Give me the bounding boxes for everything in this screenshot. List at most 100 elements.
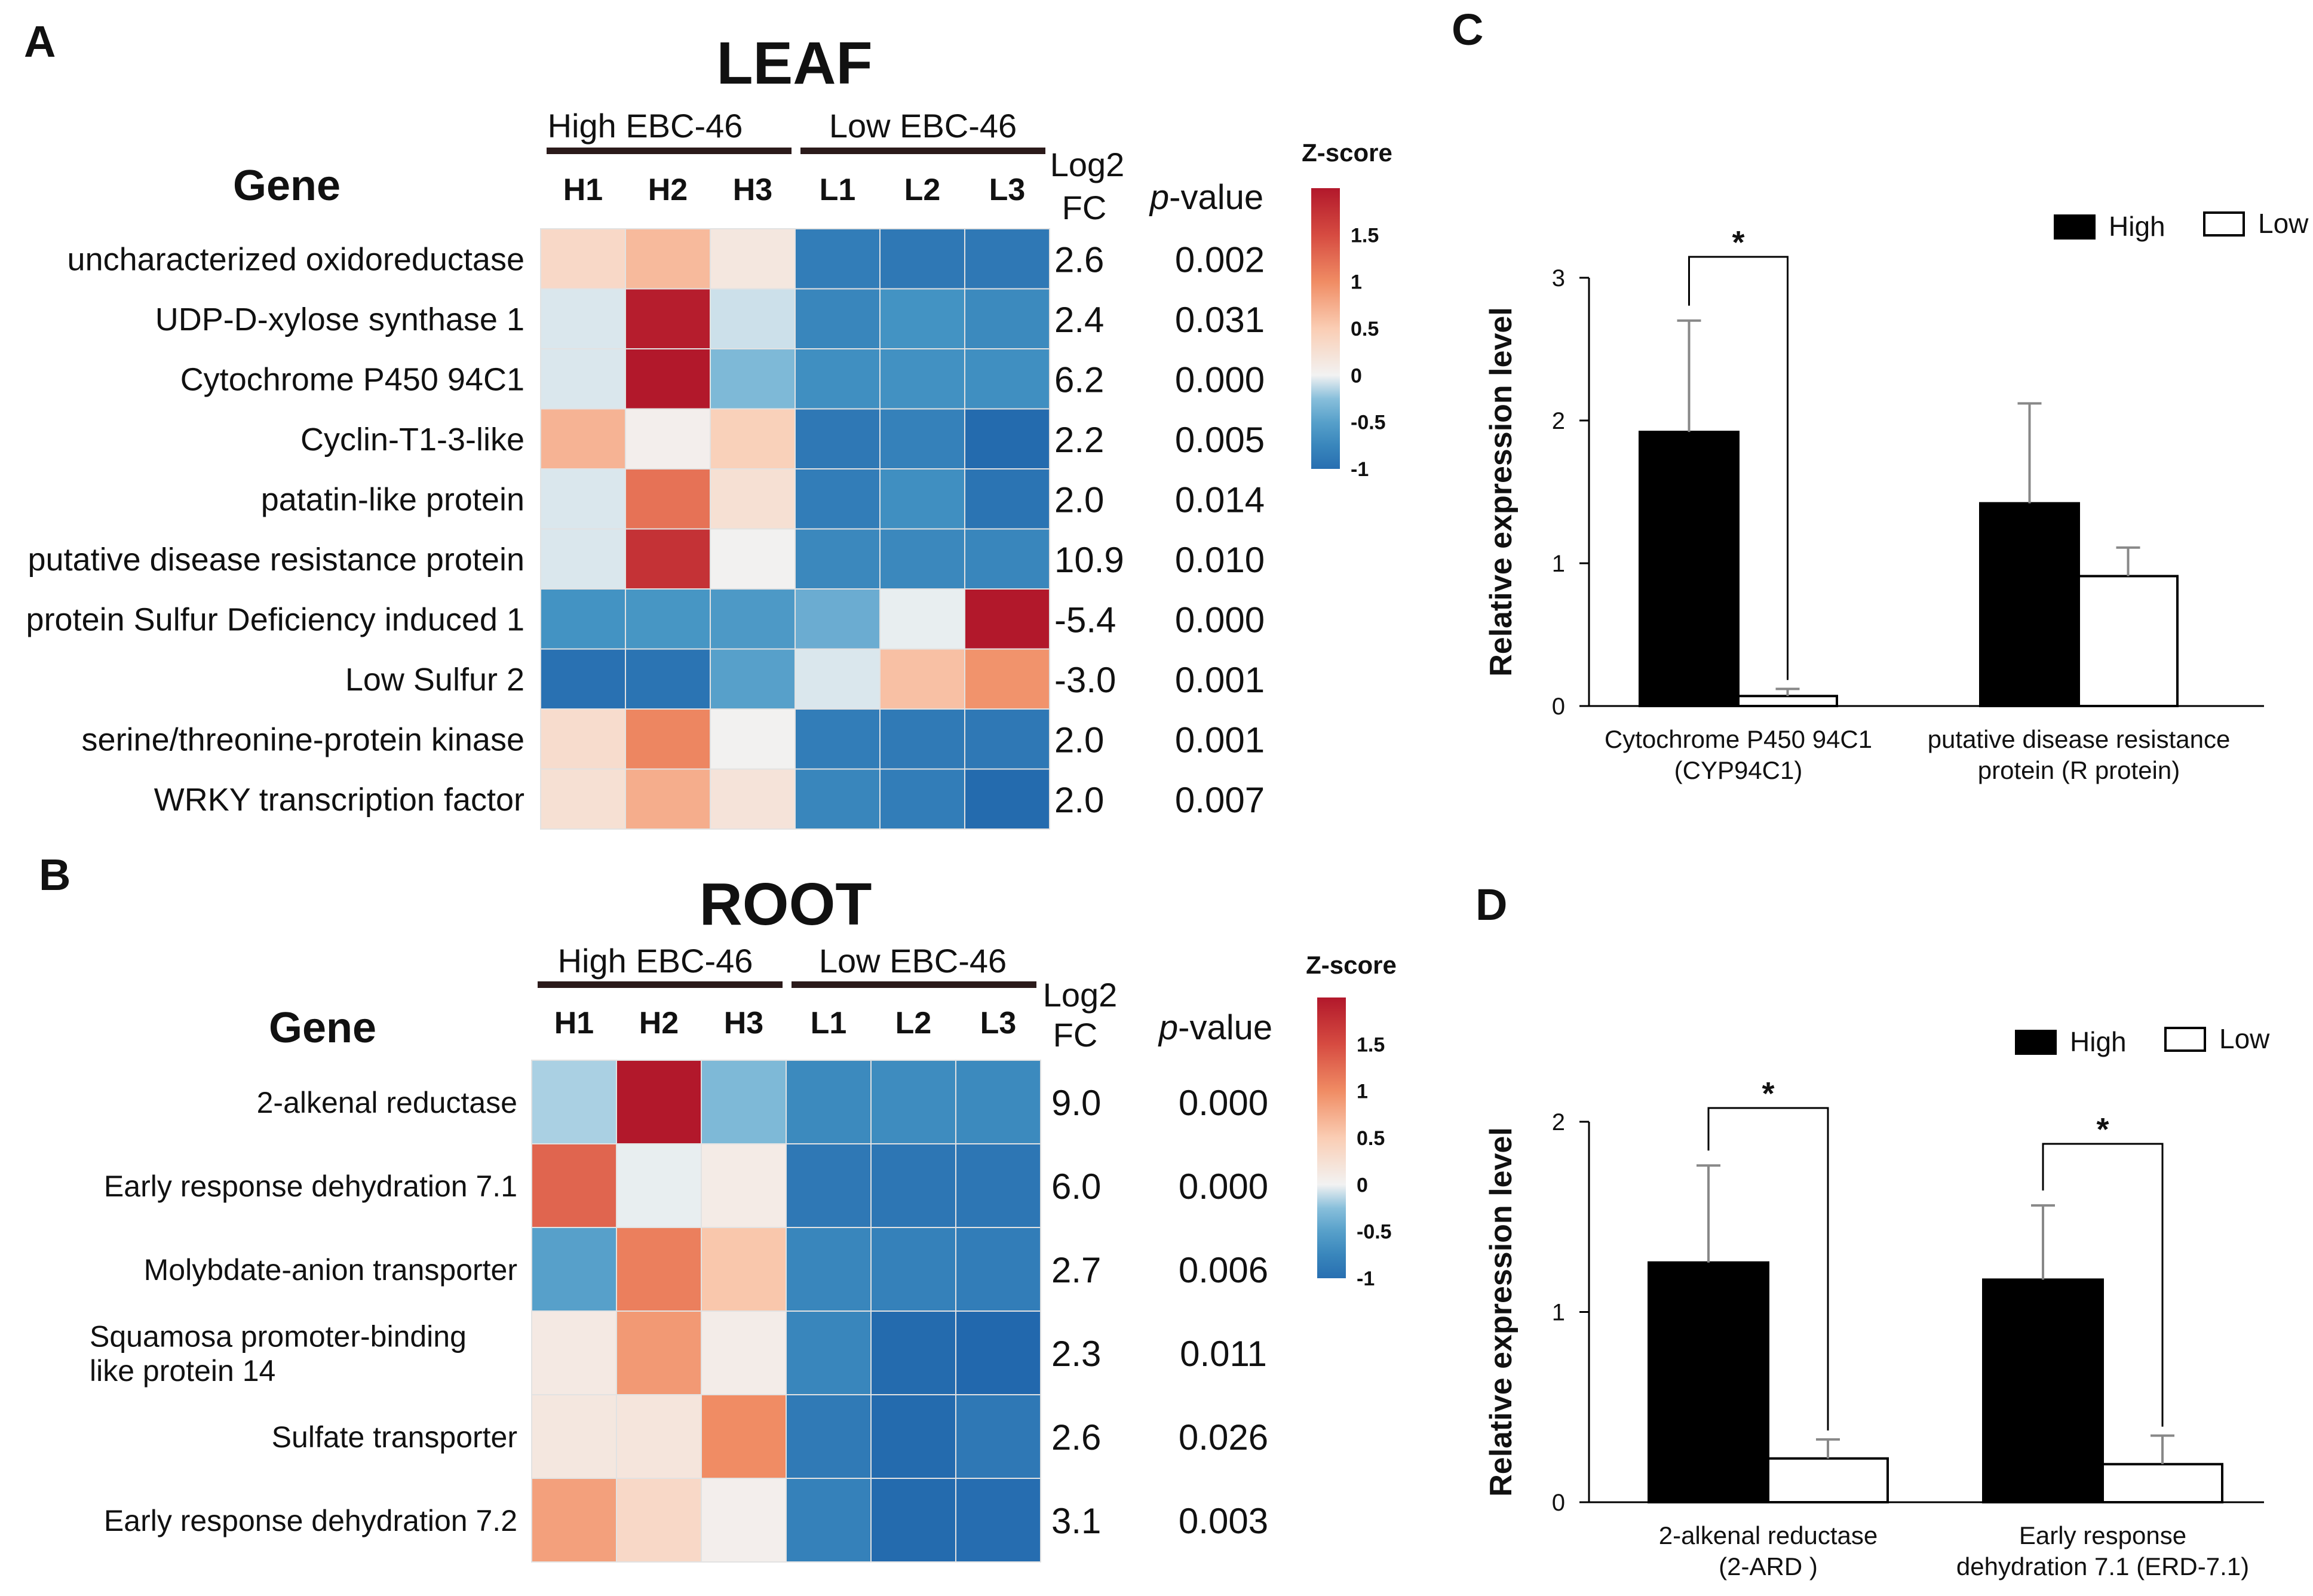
heatmap-cell-leaf-r2-c2 xyxy=(710,348,796,410)
colorbar-tick-label-root: -1 xyxy=(1357,1267,1375,1290)
group-bracket-low-root xyxy=(792,981,1036,988)
group-label-low-leaf: Low EBC-46 xyxy=(829,107,1017,145)
category-label-d-0: (2-ARD ) xyxy=(1719,1552,1818,1580)
heatmap-cell-leaf-r7-c3 xyxy=(794,648,881,710)
heatmap-cell-root-r4-c1 xyxy=(616,1394,702,1479)
heatmap-cell-root-r2-c0 xyxy=(531,1227,617,1312)
group-bracket-low-leaf xyxy=(800,148,1045,154)
heatmap-cell-root-r0-c5 xyxy=(955,1060,1041,1144)
colorbar-leaf: 1.5 1 0.5 0 -0.5 -1 xyxy=(1311,188,1386,481)
legend-label-d-high: High xyxy=(2070,1026,2127,1057)
log2fc-value-root: 9.0 xyxy=(1051,1083,1101,1123)
colorbar-tick-label-leaf: -1 xyxy=(1351,458,1369,481)
pvalue-value-leaf: 0.007 xyxy=(1175,780,1265,820)
heatmap-cell-leaf-r2-c4 xyxy=(879,348,965,410)
heatmap-cell-root-r2-c4 xyxy=(870,1227,956,1312)
log2fc-value-leaf: -5.4 xyxy=(1054,600,1116,640)
gene-label-leaf: serine/threonine-protein kinase xyxy=(82,722,524,758)
group-bracket-high-root xyxy=(538,981,783,988)
colorbar-tick-label-root: 1.5 xyxy=(1357,1033,1385,1056)
panel-letter-c: C xyxy=(1452,5,1483,54)
significance-bracket-d-0 xyxy=(1707,1107,1829,1431)
heatmap-cell-leaf-r4-c4 xyxy=(879,468,965,530)
group-label-high-leaf: High EBC-46 xyxy=(548,107,743,145)
legend-label-d-low: Low xyxy=(2219,1023,2270,1054)
gene-label-leaf: uncharacterized oxidoreductase xyxy=(68,242,524,278)
gene-label-root: Molybdate-anion transporter xyxy=(144,1253,517,1287)
panel-b: B ROOT Gene High EBC-46 Low EBC-46 Log2 … xyxy=(39,850,1397,1054)
heatmap-cell-root-r3-c1 xyxy=(616,1310,702,1395)
colorbar-tick-label-root: 0.5 xyxy=(1357,1127,1385,1150)
pvalue-value-leaf: 0.014 xyxy=(1175,480,1265,520)
heatmap-cell-leaf-r8-c0 xyxy=(540,708,626,770)
heatmap-title-leaf: LEAF xyxy=(716,30,872,97)
heatmap-cell-leaf-r8-c2 xyxy=(710,708,796,770)
colorbar-root-bar xyxy=(1317,997,1346,1278)
gene-label-leaf: UDP-D-xylose synthase 1 xyxy=(155,302,524,337)
log2fc-value-leaf: 2.6 xyxy=(1054,240,1104,280)
heatmap-cell-leaf-r0-c5 xyxy=(964,228,1050,290)
column-label-h1-leaf: H1 xyxy=(563,173,603,207)
significance-star-c-0: * xyxy=(1732,225,1744,260)
log2fc-value-leaf: 2.2 xyxy=(1054,420,1104,460)
gene-label-leaf: putative disease resistance protein xyxy=(28,542,525,578)
heatmap-cell-root-r5-c5 xyxy=(955,1478,1041,1563)
panel-a: A LEAF Gene High EBC-46 Low EBC-46 Log2 … xyxy=(24,17,1392,226)
panel-letter-a: A xyxy=(24,17,56,66)
bar-chart-c: 0 1 2 3 Relative expression level Cytochrome … xyxy=(1484,208,2309,784)
pvalue-value-leaf: 0.010 xyxy=(1175,540,1265,580)
gene-label-leaf: protein Sulfur Deficiency induced 1 xyxy=(26,602,524,638)
heatmap-cell-leaf-r0-c1 xyxy=(625,228,711,290)
heatmap-cell-leaf-r7-c0 xyxy=(540,648,626,710)
heatmap-cell-root-r3-c2 xyxy=(701,1310,787,1395)
bar-chart-d: 0 1 2 Relative expression level 2-alkenal re… xyxy=(1484,1023,2270,1580)
pvalue-value-root: 0.006 xyxy=(1179,1250,1268,1290)
y-tick-label-d: 1 xyxy=(1552,1300,1565,1326)
pvalue-header-p-leaf: p xyxy=(1149,178,1169,217)
pvalue-value-root: 0.026 xyxy=(1179,1417,1268,1457)
heatmap-cell-root-r1-c1 xyxy=(616,1143,702,1228)
heatmap-cell-leaf-r8-c4 xyxy=(879,708,965,770)
panel-letter-b: B xyxy=(39,850,70,900)
log2fc-value-root: 3.1 xyxy=(1051,1501,1101,1541)
heatmap-cell-leaf-r2-c3 xyxy=(794,348,881,410)
pvalue-value-leaf: 0.005 xyxy=(1175,420,1265,460)
heatmap-cell-root-r0-c3 xyxy=(786,1060,872,1144)
heatmap-cell-leaf-r7-c5 xyxy=(964,648,1050,710)
heatmap-cell-root-r5-c3 xyxy=(786,1478,872,1563)
colorbar-tick-label-leaf: 1 xyxy=(1351,271,1362,294)
bar-c-low-0 xyxy=(1737,695,1838,708)
pvalue-header-root: p-value xyxy=(1158,1008,1272,1047)
pvalue-header-rest-root: -value xyxy=(1178,1008,1272,1047)
y-tick-label-c: 3 xyxy=(1552,265,1565,291)
heatmap-cell-leaf-r9-c2 xyxy=(710,768,796,830)
heatmap-cell-leaf-r4-c5 xyxy=(964,468,1050,530)
legend-swatch-c-high xyxy=(2054,214,2096,240)
pvalue-value-leaf: 0.001 xyxy=(1175,660,1265,700)
heatmap-cell-leaf-r2-c1 xyxy=(625,348,711,410)
heatmap-cell-leaf-r3-c4 xyxy=(879,408,965,469)
pvalue-value-root: 0.003 xyxy=(1179,1501,1268,1541)
heatmap-cell-leaf-r2-c5 xyxy=(964,348,1050,410)
colorbar-title-leaf: Z-score xyxy=(1302,139,1392,167)
heatmap-cell-leaf-r5-c2 xyxy=(710,528,796,590)
heatmap-cell-leaf-r3-c0 xyxy=(540,408,626,469)
column-label-h1-root: H1 xyxy=(554,1006,594,1041)
colorbar-leaf-bar xyxy=(1311,188,1340,469)
gene-label-root: Squamosa promoter-binding xyxy=(90,1319,467,1353)
heatmap-cell-leaf-r2-c0 xyxy=(540,348,626,410)
colorbar-tick-label-root: -0.5 xyxy=(1357,1221,1392,1244)
heatmap-cell-root-r5-c1 xyxy=(616,1478,702,1563)
significance-star-d-0: * xyxy=(1762,1076,1774,1112)
heatmap-cell-root-r0-c2 xyxy=(701,1060,787,1144)
group-bracket-high-leaf xyxy=(547,148,792,154)
fc-header-line1-leaf: Log2 xyxy=(1050,146,1125,183)
fc-header-line2-root: FC xyxy=(1053,1016,1098,1054)
category-label-c-0: (CYP94C1) xyxy=(1674,756,1803,784)
gene-label-leaf: Cytochrome P450 94C1 xyxy=(180,362,524,398)
heatmap-cell-root-r2-c5 xyxy=(955,1227,1041,1312)
heatmap-cell-leaf-r4-c3 xyxy=(794,468,881,530)
heatmap-cell-leaf-r9-c3 xyxy=(794,768,881,830)
y-axis-label-c: Relative expression level xyxy=(1484,307,1519,677)
gene-label-root: Early response dehydration 7.1 xyxy=(104,1170,517,1203)
